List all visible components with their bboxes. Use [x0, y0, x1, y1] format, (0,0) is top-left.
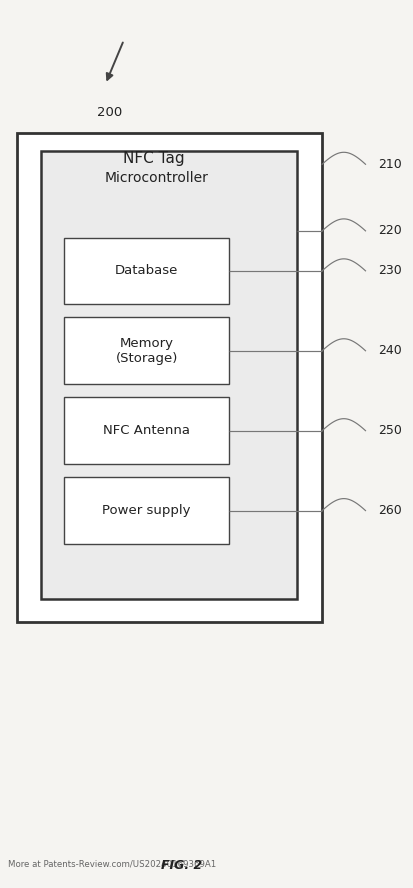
Text: More at Patents-Review.com/US20240169369A1: More at Patents-Review.com/US20240169369…	[8, 860, 216, 868]
Text: 250: 250	[378, 424, 402, 437]
Bar	[41, 151, 297, 599]
Text: NFC Tag: NFC Tag	[123, 151, 185, 165]
Bar	[17, 133, 322, 622]
Text: Memory
(Storage): Memory (Storage)	[115, 337, 178, 364]
Bar	[64, 478, 229, 543]
Text: Microcontroller: Microcontroller	[104, 170, 209, 185]
Text: 240: 240	[378, 345, 402, 357]
Text: NFC Antenna: NFC Antenna	[103, 424, 190, 437]
Text: 220: 220	[378, 225, 402, 237]
Bar	[64, 238, 229, 305]
Text: 210: 210	[378, 158, 402, 170]
Text: 230: 230	[378, 265, 402, 277]
Text: 200: 200	[97, 106, 122, 119]
Text: Database: Database	[115, 265, 178, 277]
Text: Power supply: Power supply	[102, 504, 191, 517]
Text: 260: 260	[378, 504, 402, 517]
Text: FIG. 2: FIG. 2	[161, 859, 202, 872]
Bar	[64, 398, 229, 464]
Bar	[64, 318, 229, 385]
